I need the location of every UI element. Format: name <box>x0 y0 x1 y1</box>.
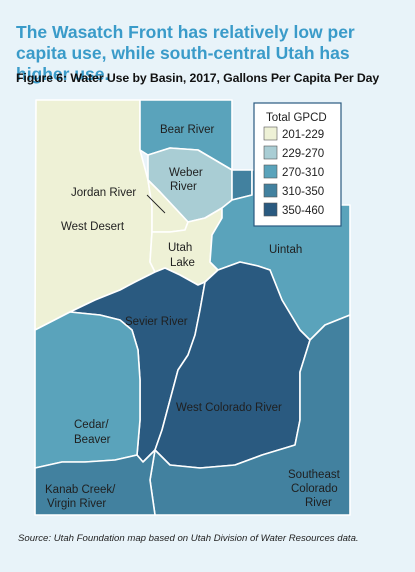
legend-swatch-4 <box>263 202 278 217</box>
label-jordan-river: Jordan River <box>71 187 136 199</box>
source-note: Source: Utah Foundation map based on Uta… <box>18 533 359 544</box>
legend-label-3: 310-350 <box>282 186 324 198</box>
label-west-colorado-river: West Colorado River <box>176 402 282 414</box>
legend-swatch-1 <box>263 145 278 160</box>
legend-swatch-0 <box>263 126 278 141</box>
label-utah-lake-line2: Lake <box>170 257 195 269</box>
figure-title: Figure 6: Water Use by Basin, 2017, Gall… <box>16 71 380 85</box>
label-bear-river: Bear River <box>160 124 214 136</box>
basin-kanab-virgin-river[interactable] <box>34 449 156 516</box>
label-kanab-line1: Kanab Creek/ <box>45 484 116 496</box>
region-labels: Bear River Weber River Jordan River West… <box>45 124 341 510</box>
label-se-colorado-line2: Colorado <box>291 483 338 495</box>
label-se-colorado-line3: River <box>305 497 332 509</box>
label-weber-line1: Weber <box>169 167 203 179</box>
legend-swatch-3 <box>263 183 278 198</box>
label-sevier-river: Sevier River <box>125 316 188 328</box>
legend: Total GPCD 201-229 229-270 270-310 310-350 3… <box>253 102 342 227</box>
label-uintah: Uintah <box>269 244 302 256</box>
label-west-desert: West Desert <box>61 221 125 233</box>
legend-label-2: 270-310 <box>282 167 324 179</box>
headline: The Wasatch Front has relatively low per… <box>16 22 355 84</box>
basin-southeast-colorado-river[interactable] <box>149 314 351 516</box>
legend-label-1: 229-270 <box>282 148 324 160</box>
label-se-colorado-line1: Southeast <box>288 469 341 481</box>
label-weber-line2: River <box>170 181 197 193</box>
label-utah-lake-line1: Utah <box>168 242 192 254</box>
label-kanab-line2: Virgin River <box>47 498 106 510</box>
label-cedar-beaver-line2: Beaver <box>74 434 111 446</box>
legend-label-4: 350-460 <box>282 205 324 217</box>
label-cedar-beaver-line1: Cedar/ <box>74 419 109 431</box>
legend-title: Total GPCD <box>266 112 327 124</box>
legend-label-0: 201-229 <box>282 129 324 141</box>
legend-swatch-2 <box>263 164 278 179</box>
jordan-leader-line <box>146 194 166 214</box>
